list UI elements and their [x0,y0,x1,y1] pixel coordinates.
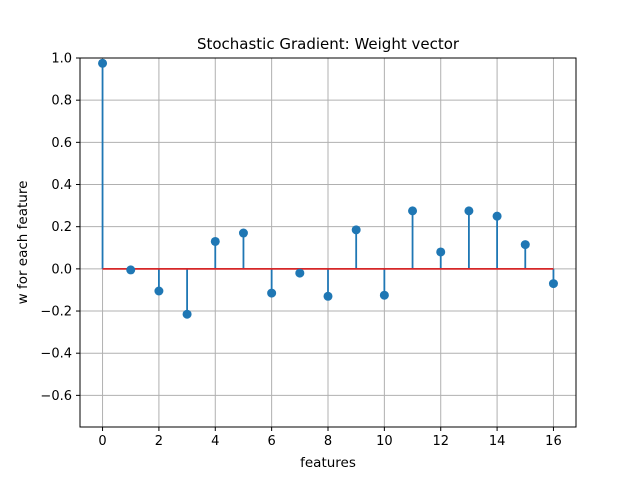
data-point [492,211,502,221]
y-tick-label: −0.2 [40,305,72,320]
x-tick-label: 10 [376,434,393,449]
ticks: 0 2 4 6 8 10 12 14 16 −0.6 −0.4 −0.2 0.0 0.2 0.4 0.6 0.8… [40,52,561,450]
x-tick-label: 16 [545,434,562,449]
y-tick-label: −0.6 [40,389,72,404]
data-point [323,291,333,301]
data-point [351,225,361,235]
y-tick-label: 0.2 [51,220,72,235]
y-tick-label: 0.4 [51,178,72,193]
data-point [182,309,192,319]
y-tick-label: 0.6 [51,136,72,151]
x-tick-label: 0 [98,434,106,449]
y-tick-label: 0.8 [51,94,72,109]
data-point [295,268,305,278]
y-tick-label: 0.0 [51,262,72,277]
data-point [464,206,474,216]
x-tick-label: 8 [324,434,332,449]
data-point [520,240,530,250]
x-tick-label: 4 [211,434,219,449]
data-point [154,286,164,296]
data-point [408,206,418,216]
x-axis-label: features [300,455,356,471]
data-point [267,288,277,298]
data-point [126,265,136,275]
y-tick-label: 1.0 [51,52,72,67]
data-point [98,58,108,68]
data-point [548,279,558,289]
data-point [436,247,446,257]
x-tick-label: 6 [267,434,275,449]
data-point [379,290,389,300]
x-tick-label: 14 [489,434,506,449]
x-tick-label: 12 [432,434,449,449]
y-tick-label: −0.4 [40,347,72,362]
data-point [238,228,248,238]
x-tick-label: 2 [155,434,163,449]
markers [98,58,558,319]
data-point [210,236,220,246]
chart-title: Stochastic Gradient: Weight vector [197,35,460,53]
y-axis-label: w for each feature [15,181,31,305]
